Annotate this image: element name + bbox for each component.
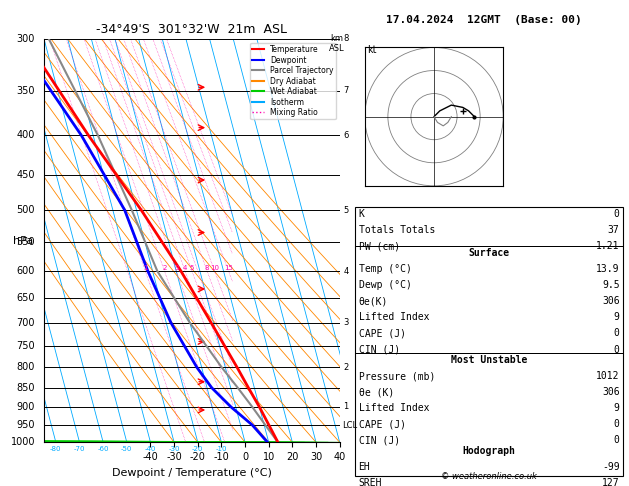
Text: 8: 8 bbox=[343, 35, 348, 43]
Text: 9.5: 9.5 bbox=[602, 280, 620, 290]
Text: 13.9: 13.9 bbox=[596, 264, 620, 274]
Text: 3: 3 bbox=[343, 318, 348, 327]
Text: 1: 1 bbox=[343, 402, 348, 412]
Text: Lifted Index: Lifted Index bbox=[359, 403, 429, 413]
Text: CIN (J): CIN (J) bbox=[359, 345, 399, 354]
Text: © weatheronline.co.uk: © weatheronline.co.uk bbox=[441, 472, 537, 481]
Text: LCL: LCL bbox=[343, 420, 358, 430]
Text: 0: 0 bbox=[614, 209, 620, 219]
Text: 1012: 1012 bbox=[596, 371, 620, 381]
Text: 5: 5 bbox=[190, 265, 194, 271]
Text: CAPE (J): CAPE (J) bbox=[359, 329, 406, 338]
Text: 0: 0 bbox=[614, 435, 620, 445]
Text: -30: -30 bbox=[169, 446, 180, 452]
Text: CIN (J): CIN (J) bbox=[359, 435, 399, 445]
Text: 850: 850 bbox=[16, 383, 35, 393]
Text: Surface: Surface bbox=[469, 248, 509, 258]
Text: θe (K): θe (K) bbox=[359, 387, 394, 397]
Text: SREH: SREH bbox=[359, 478, 382, 486]
Text: kt: kt bbox=[367, 45, 377, 55]
Text: 0: 0 bbox=[614, 345, 620, 354]
Text: 306: 306 bbox=[602, 387, 620, 397]
Text: 306: 306 bbox=[602, 296, 620, 306]
Text: 15: 15 bbox=[224, 265, 233, 271]
Text: 9: 9 bbox=[614, 403, 620, 413]
Text: -40: -40 bbox=[145, 446, 156, 452]
Text: 127: 127 bbox=[602, 478, 620, 486]
Text: Temp (°C): Temp (°C) bbox=[359, 264, 411, 274]
Text: 550: 550 bbox=[16, 237, 35, 247]
Text: Lifted Index: Lifted Index bbox=[359, 312, 429, 322]
Text: -60: -60 bbox=[97, 446, 109, 452]
Text: 750: 750 bbox=[16, 341, 35, 351]
Text: -80: -80 bbox=[50, 446, 62, 452]
Text: Totals Totals: Totals Totals bbox=[359, 225, 435, 235]
Legend: Temperature, Dewpoint, Parcel Trajectory, Dry Adiabat, Wet Adiabat, Isotherm, Mi: Temperature, Dewpoint, Parcel Trajectory… bbox=[250, 43, 336, 120]
Text: 350: 350 bbox=[16, 86, 35, 96]
Text: Dewp (°C): Dewp (°C) bbox=[359, 280, 411, 290]
Text: 450: 450 bbox=[16, 170, 35, 180]
Text: 9: 9 bbox=[614, 312, 620, 322]
Text: 5: 5 bbox=[343, 206, 348, 214]
Text: 900: 900 bbox=[17, 402, 35, 412]
Text: Most Unstable: Most Unstable bbox=[451, 355, 527, 365]
Text: Hodograph: Hodograph bbox=[462, 446, 516, 455]
Text: hPa: hPa bbox=[13, 236, 33, 245]
Text: 7: 7 bbox=[343, 86, 348, 95]
Text: 2: 2 bbox=[162, 265, 167, 271]
Text: 950: 950 bbox=[16, 420, 35, 430]
Text: 1: 1 bbox=[143, 265, 148, 271]
Text: 37: 37 bbox=[608, 225, 620, 235]
Text: -20: -20 bbox=[192, 446, 203, 452]
Text: 650: 650 bbox=[16, 293, 35, 303]
Text: θe(K): θe(K) bbox=[359, 296, 388, 306]
Text: 6: 6 bbox=[343, 131, 348, 140]
Text: 2: 2 bbox=[343, 363, 348, 372]
Text: km
ASL: km ASL bbox=[329, 34, 344, 53]
Text: 300: 300 bbox=[17, 34, 35, 44]
Text: -70: -70 bbox=[74, 446, 86, 452]
Text: 3: 3 bbox=[174, 265, 179, 271]
Text: -50: -50 bbox=[121, 446, 133, 452]
Text: -10: -10 bbox=[216, 446, 227, 452]
Title: -34°49'S  301°32'W  21m  ASL: -34°49'S 301°32'W 21m ASL bbox=[96, 23, 287, 36]
Text: K: K bbox=[359, 209, 364, 219]
Text: 4: 4 bbox=[343, 267, 348, 276]
Text: 800: 800 bbox=[17, 363, 35, 372]
X-axis label: Dewpoint / Temperature (°C): Dewpoint / Temperature (°C) bbox=[112, 468, 272, 478]
Text: 700: 700 bbox=[16, 318, 35, 328]
Text: Pressure (mb): Pressure (mb) bbox=[359, 371, 435, 381]
Text: 0: 0 bbox=[614, 419, 620, 429]
Text: PW (cm): PW (cm) bbox=[359, 241, 399, 251]
Text: 500: 500 bbox=[16, 205, 35, 215]
Text: 17.04.2024  12GMT  (Base: 00): 17.04.2024 12GMT (Base: 00) bbox=[386, 15, 582, 25]
Text: CAPE (J): CAPE (J) bbox=[359, 419, 406, 429]
Text: 400: 400 bbox=[17, 130, 35, 140]
Text: 8: 8 bbox=[205, 265, 209, 271]
Text: 4: 4 bbox=[183, 265, 187, 271]
Text: 1.21: 1.21 bbox=[596, 241, 620, 251]
Text: 10: 10 bbox=[210, 265, 219, 271]
Text: EH: EH bbox=[359, 462, 370, 471]
Text: 0: 0 bbox=[614, 329, 620, 338]
Text: 600: 600 bbox=[17, 266, 35, 276]
Text: 1000: 1000 bbox=[11, 437, 35, 447]
Text: -99: -99 bbox=[602, 462, 620, 471]
